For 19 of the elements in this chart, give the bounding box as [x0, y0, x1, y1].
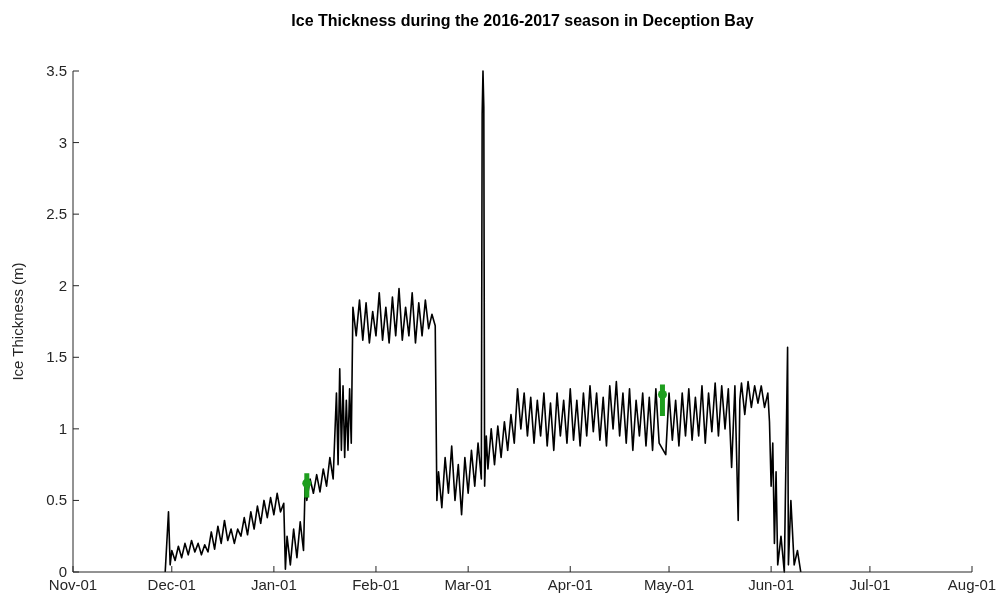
y-tick-label: 3: [58, 133, 67, 151]
x-tick-label: Apr-01: [547, 576, 593, 593]
y-tick-label: 3.5: [46, 62, 67, 79]
x-tick-label: Dec-01: [147, 576, 196, 593]
x-tick-label: Jul-01: [849, 576, 891, 593]
y-tick-label: 1: [58, 419, 67, 437]
y-tick-label: 2.5: [46, 205, 67, 223]
line-series: [164, 70, 802, 573]
x-tick-label: Mar-01: [444, 576, 492, 593]
x-tick-label: Aug-01: [947, 576, 997, 593]
x-tick-label: May-01: [644, 576, 695, 593]
y-tick-label: 1.5: [46, 348, 67, 366]
y-axis-title: Ice Thickness (m): [9, 262, 26, 381]
y-tick-label: 0.5: [46, 491, 67, 509]
x-tick-label: Feb-01: [352, 576, 400, 593]
y-tick-label: 2: [58, 276, 67, 294]
x-tick-label: Jun-01: [748, 576, 795, 593]
x-tick-label: Jan-01: [250, 576, 297, 593]
chart-title: Ice Thickness during the 2016-2017 season in Deception Bay: [291, 12, 754, 29]
